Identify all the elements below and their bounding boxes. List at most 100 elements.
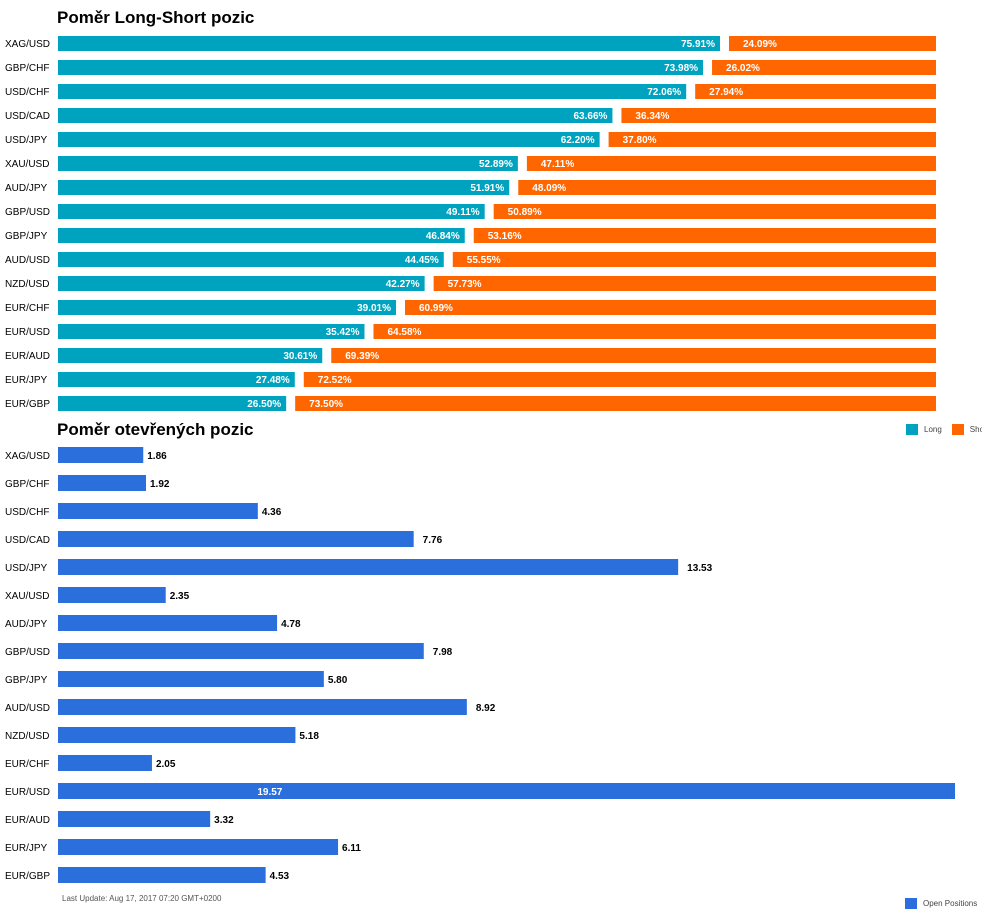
long-value-label: 26.50%	[247, 399, 281, 410]
long-bar	[58, 252, 444, 267]
category-label: GBP/JPY	[5, 675, 48, 686]
long-bar	[58, 36, 720, 51]
open-positions-bar	[58, 643, 424, 659]
open-positions-value-label: 1.92	[150, 479, 170, 490]
short-value-label: 48.09%	[532, 183, 566, 194]
short-bar	[331, 348, 936, 363]
open-positions-value-label: 4.78	[281, 619, 301, 630]
long-bar	[58, 108, 613, 123]
long-value-label: 52.89%	[479, 159, 513, 170]
short-value-label: 57.73%	[448, 279, 482, 290]
open-positions-value-label: 2.35	[170, 591, 190, 602]
category-label: EUR/AUD	[5, 815, 50, 826]
open-positions-value-label: 5.18	[299, 731, 319, 742]
legend-swatch-open-positions	[905, 898, 917, 909]
short-bar	[518, 180, 936, 195]
long-value-label: 39.01%	[357, 303, 391, 314]
category-label: XAU/USD	[5, 159, 49, 170]
long-bar	[58, 372, 295, 387]
open-positions-value-label: 8.92	[476, 703, 496, 714]
category-label: GBP/JPY	[5, 231, 48, 242]
short-bar	[695, 84, 936, 99]
open-positions-bar	[58, 811, 211, 827]
category-label: GBP/USD	[5, 647, 50, 658]
open-positions-bar	[58, 475, 147, 491]
category-label: EUR/GBP	[5, 871, 50, 882]
category-label: XAG/USD	[5, 39, 50, 50]
short-value-label: 53.16%	[488, 231, 522, 242]
long-bar	[58, 348, 323, 363]
category-label: GBP/CHF	[5, 479, 49, 490]
open-positions-bar	[58, 839, 339, 855]
short-value-label: 64.58%	[387, 327, 421, 338]
open-positions-value-label: 1.86	[147, 451, 167, 462]
category-label: EUR/AUD	[5, 351, 50, 362]
long-bar	[58, 324, 365, 339]
short-value-label: 69.39%	[345, 351, 379, 362]
legend-label-short: Short	[969, 425, 982, 434]
open-positions-value-label: 13.53	[687, 563, 712, 574]
long-bar	[58, 300, 397, 315]
short-value-label: 55.55%	[467, 255, 501, 266]
long-short-chart-title: Poměr Long-Short pozic	[57, 8, 255, 27]
category-label: NZD/USD	[5, 731, 49, 742]
short-bar	[405, 300, 936, 315]
open-positions-value-label: 6.11	[342, 843, 361, 854]
short-value-label: 36.34%	[635, 111, 669, 122]
category-label: USD/CAD	[5, 535, 50, 546]
short-bar	[526, 156, 936, 171]
category-label: NZD/USD	[5, 279, 49, 290]
open-positions-bar	[58, 503, 258, 519]
category-label: AUD/JPY	[5, 619, 48, 630]
open-positions-bar	[58, 727, 296, 743]
open-positions-value-label: 19.57	[257, 787, 282, 798]
short-bar	[728, 36, 936, 51]
category-label: EUR/GBP	[5, 399, 50, 410]
short-value-label: 37.80%	[623, 135, 657, 146]
long-value-label: 73.98%	[664, 63, 698, 74]
category-label: USD/CHF	[5, 507, 49, 518]
legend-swatch-long	[906, 424, 918, 435]
open-positions-value-label: 7.98	[433, 647, 453, 658]
category-label: USD/CHF	[5, 87, 49, 98]
legend-item-long[interactable]: Long	[906, 424, 942, 435]
open-positions-chart-title: Poměr otevřených pozic	[57, 420, 254, 439]
category-label: USD/JPY	[5, 135, 48, 146]
open-positions-bar	[58, 671, 324, 687]
long-bar	[58, 84, 687, 99]
long-bar	[58, 60, 704, 75]
short-value-label: 72.52%	[318, 375, 352, 386]
short-bar	[493, 204, 936, 219]
open-positions-bar	[58, 531, 414, 547]
short-bar	[303, 372, 936, 387]
open-positions-bar	[58, 699, 467, 715]
short-value-label: 24.09%	[743, 39, 777, 50]
short-bar	[433, 276, 936, 291]
legend-item-open-positions[interactable]: Open Positions	[905, 898, 977, 909]
open-positions-value-label: 2.05	[156, 759, 176, 770]
long-value-label: 30.61%	[283, 351, 317, 362]
short-bar	[621, 108, 936, 123]
long-bar	[58, 132, 600, 147]
short-value-label: 73.50%	[309, 399, 343, 410]
short-value-label: 60.99%	[419, 303, 453, 314]
short-value-label: 27.94%	[709, 87, 743, 98]
open-positions-value-label: 7.76	[423, 535, 443, 546]
category-label: AUD/JPY	[5, 183, 48, 194]
category-label: GBP/CHF	[5, 63, 49, 74]
long-short-legend: Long Short	[896, 424, 982, 435]
long-value-label: 63.66%	[574, 111, 608, 122]
short-bar	[473, 228, 936, 243]
category-label: GBP/USD	[5, 207, 50, 218]
legend-label-open-positions: Open Positions	[923, 899, 978, 908]
long-value-label: 46.84%	[426, 231, 460, 242]
category-label: EUR/JPY	[5, 375, 48, 386]
short-value-label: 50.89%	[508, 207, 542, 218]
open-positions-bar	[58, 447, 144, 463]
open-positions-bar	[58, 615, 278, 631]
open-positions-bar	[58, 559, 679, 575]
legend-item-short[interactable]: Short	[951, 424, 982, 435]
legend-swatch-short	[951, 424, 964, 435]
long-value-label: 51.91%	[470, 183, 504, 194]
